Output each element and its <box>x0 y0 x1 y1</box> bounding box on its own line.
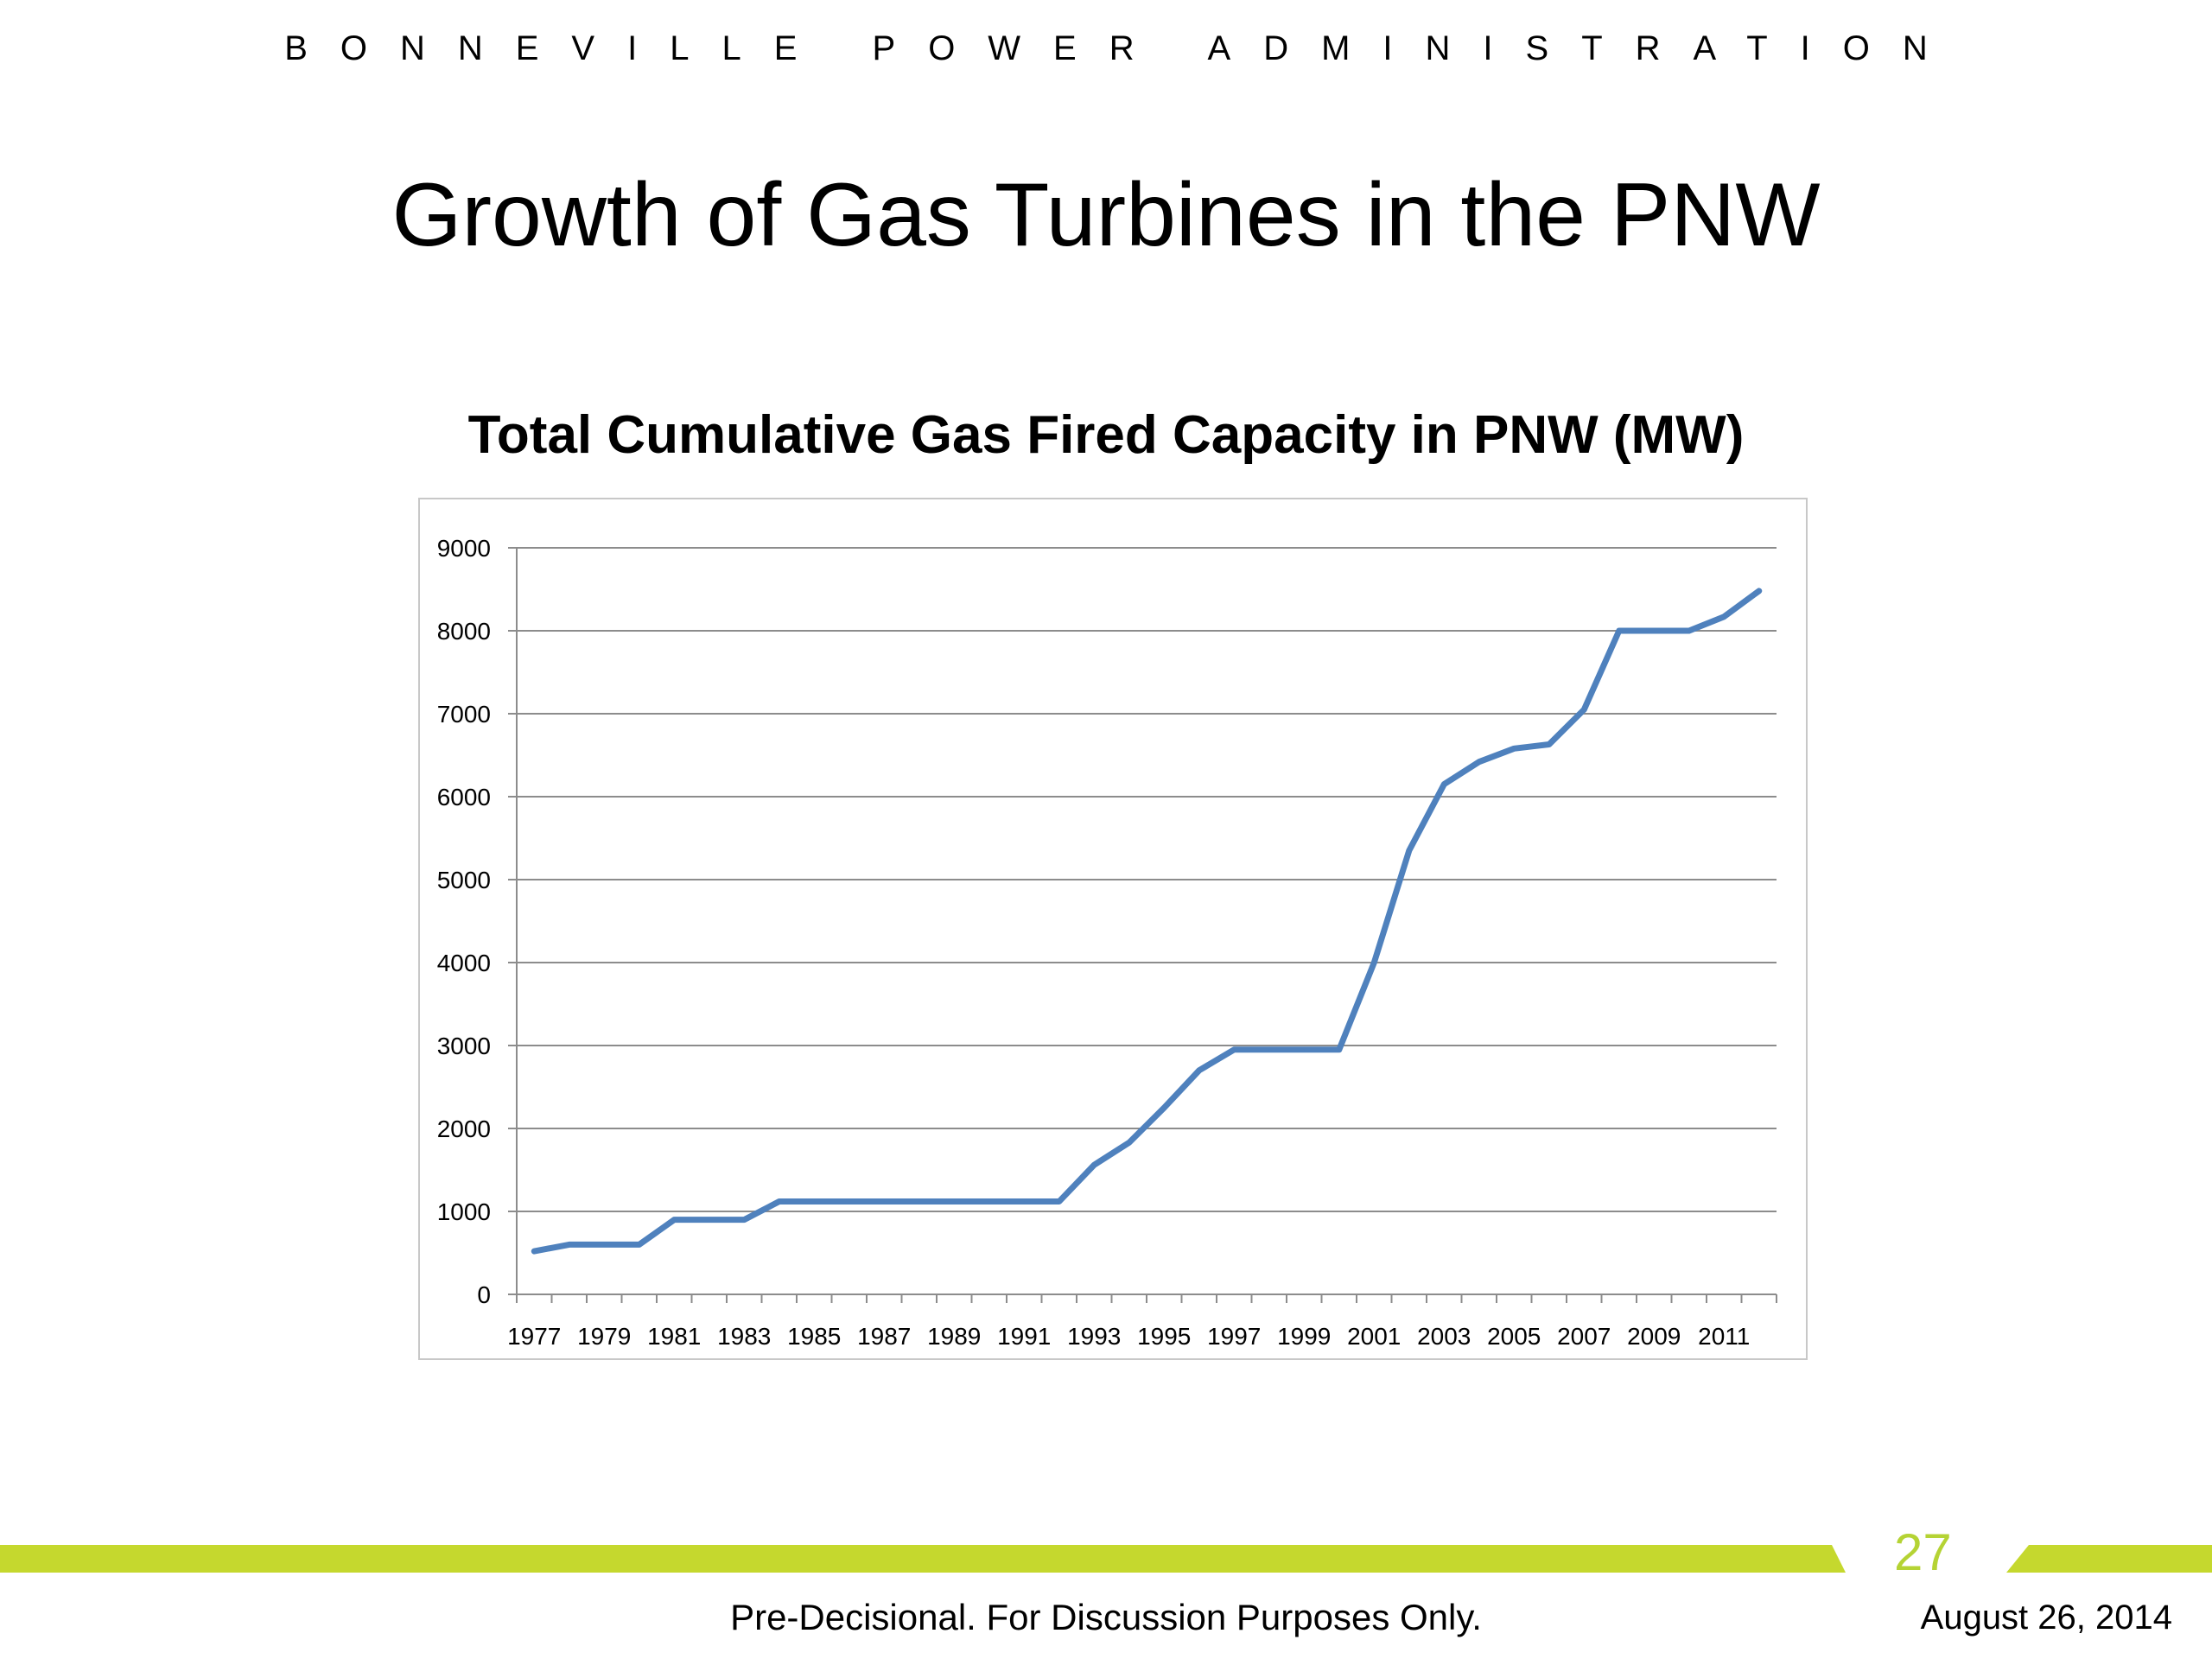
y-tick-label: 7000 <box>437 701 491 728</box>
x-tick-label: 1997 <box>1207 1323 1261 1350</box>
x-tick-label: 1981 <box>647 1323 701 1350</box>
chart-frame: 0 1000 2000 3000 4000 5000 6000 7000 8000 9000 197… <box>418 498 1808 1360</box>
y-tick-label: 9000 <box>437 535 491 562</box>
data-point <box>1688 630 1690 632</box>
x-tick-label: 1979 <box>577 1323 631 1350</box>
x-tick-label: 2007 <box>1557 1323 1611 1350</box>
x-tick-label: 1999 <box>1277 1323 1331 1350</box>
data-point <box>1653 630 1655 632</box>
y-tick-label: 8000 <box>437 618 491 645</box>
data-point <box>533 1250 535 1252</box>
footer-date: August 26, 2014 <box>1920 1599 2172 1637</box>
data-point <box>1093 1164 1095 1166</box>
data-point <box>1198 1070 1200 1071</box>
data-point <box>1303 1049 1305 1051</box>
data-point <box>1408 849 1410 851</box>
x-tick-label: 1983 <box>717 1323 771 1350</box>
slide-title: Growth of Gas Turbines in the PNW <box>391 165 1821 265</box>
data-point <box>1058 1200 1060 1202</box>
x-tick-label: 2011 <box>1698 1323 1750 1350</box>
data-point <box>673 1219 675 1221</box>
x-tick-label: 2009 <box>1627 1323 1681 1350</box>
x-tick-label: 1987 <box>857 1323 911 1350</box>
y-tick-label: 0 <box>477 1281 491 1308</box>
data-point <box>918 1200 920 1202</box>
data-point <box>1548 744 1550 746</box>
data-point <box>603 1243 605 1245</box>
data-point <box>1443 784 1445 785</box>
data-point <box>1758 590 1760 592</box>
chart-title: Total Cumulative Gas Fired Capacity in P… <box>467 405 1745 465</box>
organization-header: BONNEVILLE POWER ADMINISTRATION <box>284 29 1961 67</box>
data-point <box>1163 1107 1165 1109</box>
data-point <box>743 1219 745 1221</box>
data-point <box>813 1200 815 1202</box>
x-tick-label: 1977 <box>507 1323 561 1350</box>
data-point <box>988 1200 990 1202</box>
data-point <box>1268 1049 1270 1051</box>
data-point <box>1128 1141 1130 1143</box>
y-tick-label: 1000 <box>437 1198 491 1225</box>
y-tick-label: 5000 <box>437 867 491 893</box>
x-tick-label: 2001 <box>1347 1323 1401 1350</box>
data-point <box>1513 747 1515 749</box>
x-tick-label: 1993 <box>1067 1323 1121 1350</box>
x-tick-label: 2003 <box>1417 1323 1471 1350</box>
x-tick-label: 1991 <box>997 1323 1051 1350</box>
data-point <box>1338 1049 1340 1051</box>
series-line <box>531 588 1763 1255</box>
data-point <box>1023 1200 1025 1202</box>
y-tick-label: 2000 <box>437 1116 491 1142</box>
x-tick-label: 1989 <box>927 1323 981 1350</box>
data-point <box>1478 761 1480 763</box>
x-tick-label: 1985 <box>787 1323 841 1350</box>
data-point <box>883 1200 885 1202</box>
y-tick-label: 3000 <box>437 1033 491 1059</box>
gas-capacity-line-chart: 0 1000 2000 3000 4000 5000 6000 7000 8000 9000 197… <box>437 535 1777 1350</box>
data-point <box>1618 630 1620 632</box>
data-point <box>1233 1049 1235 1051</box>
data-point <box>953 1200 955 1202</box>
data-point <box>1723 616 1725 618</box>
x-tick-label: 2005 <box>1487 1323 1541 1350</box>
footer-accent-bar <box>0 1545 2212 1573</box>
page-number: 27 <box>1894 1523 1952 1581</box>
y-tick-label: 6000 <box>437 784 491 810</box>
footer-disclaimer: Pre-Decisional. For Discussion Purposes … <box>730 1597 1482 1637</box>
data-point <box>1583 709 1585 710</box>
y-tick-label: 4000 <box>437 950 491 976</box>
x-tick-label: 1995 <box>1137 1323 1191 1350</box>
